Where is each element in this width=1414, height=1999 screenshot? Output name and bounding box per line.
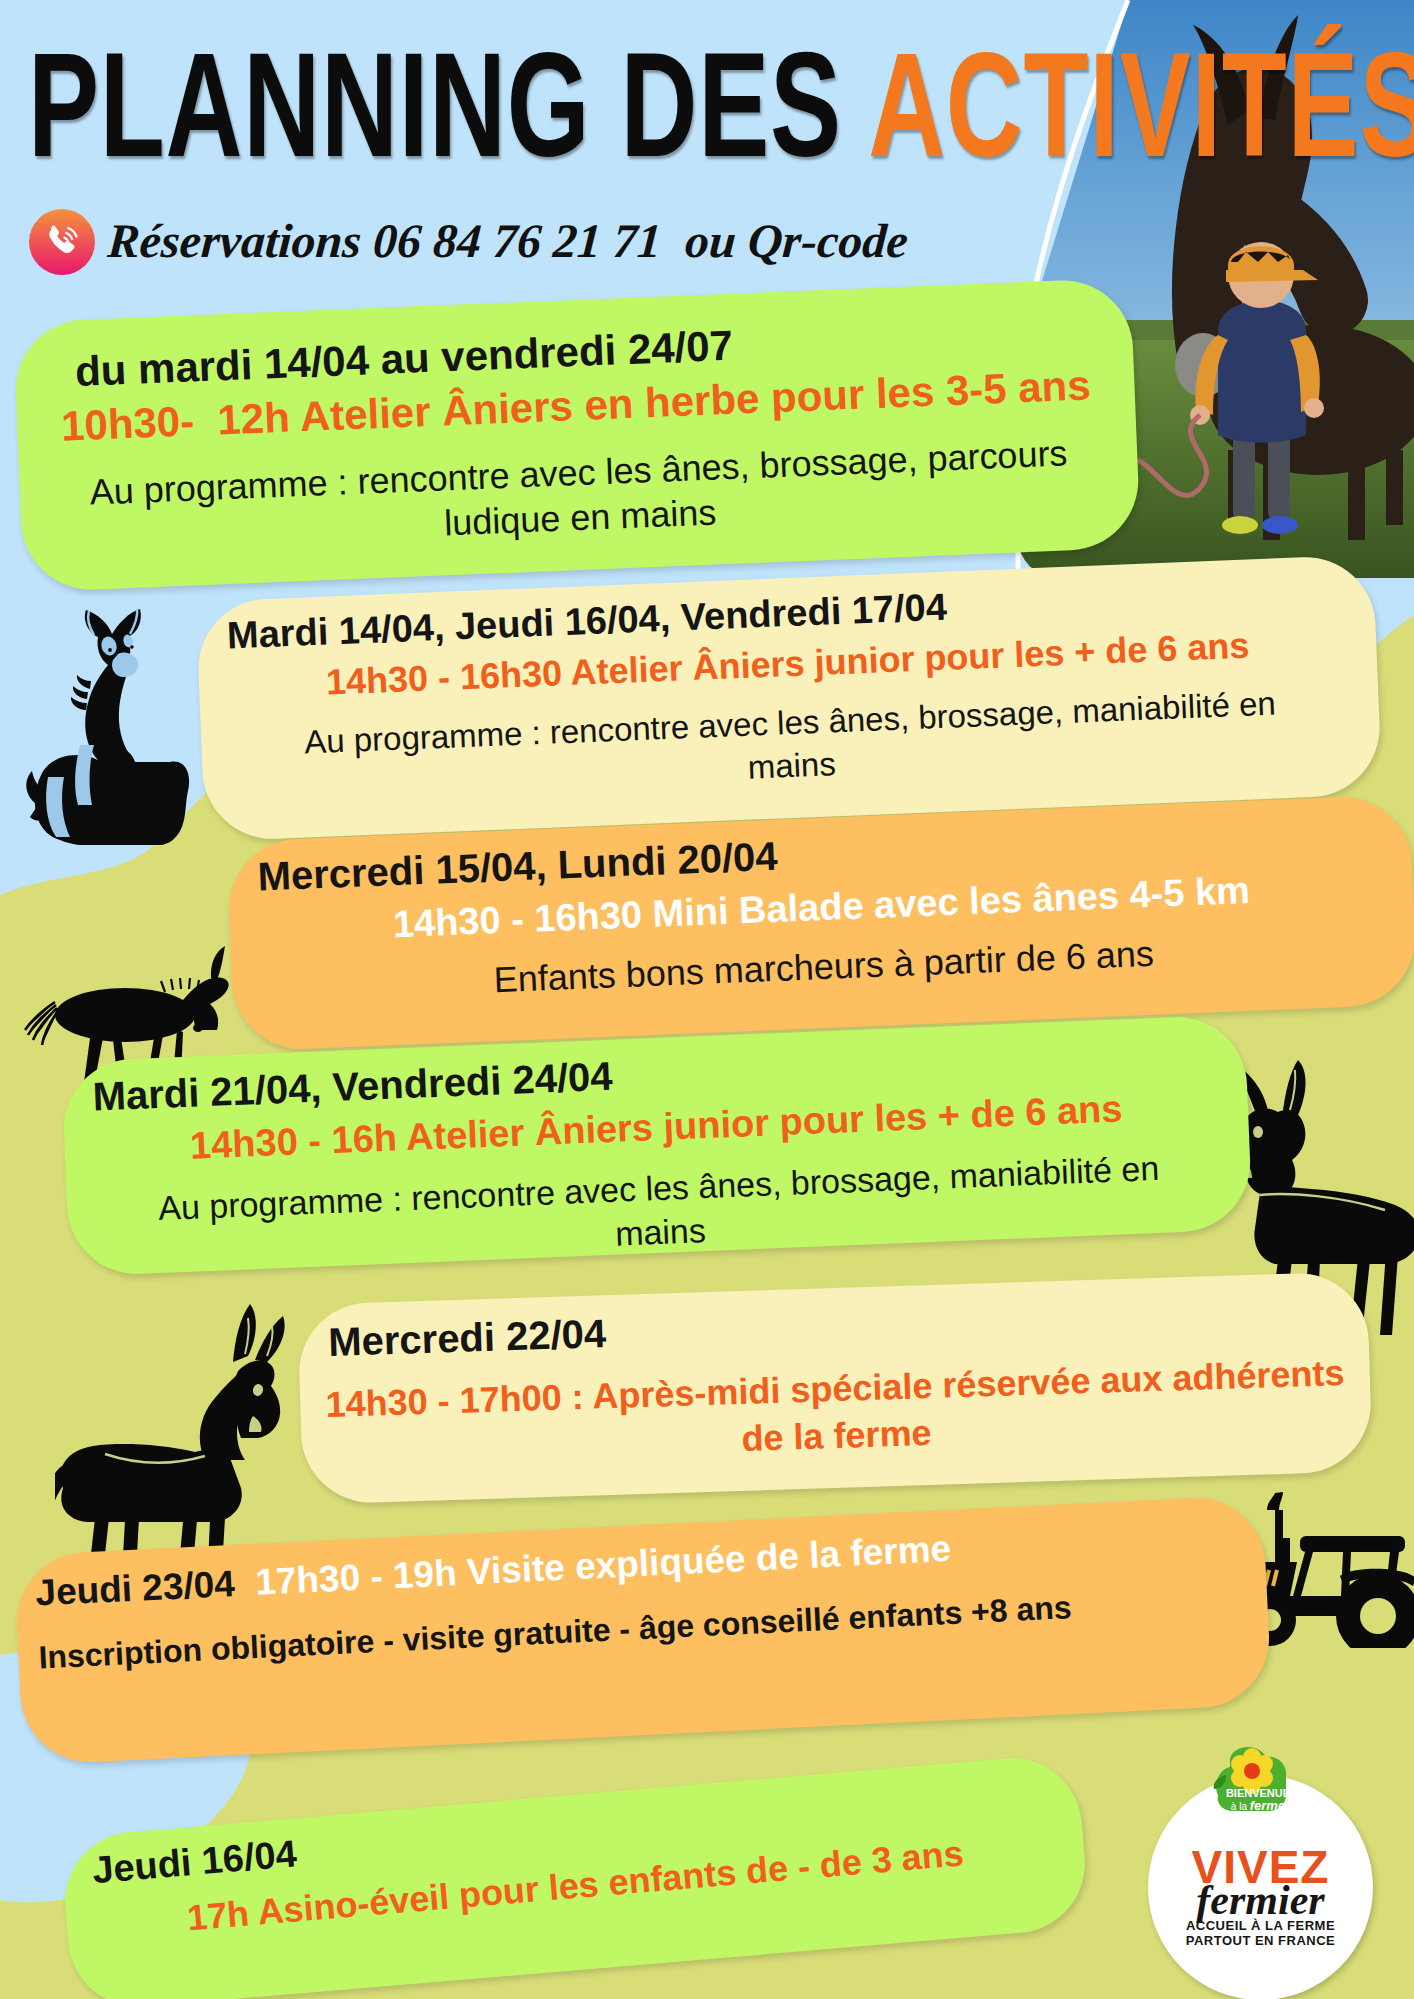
svg-text:à la ferme: à la ferme [1231,1798,1285,1813]
